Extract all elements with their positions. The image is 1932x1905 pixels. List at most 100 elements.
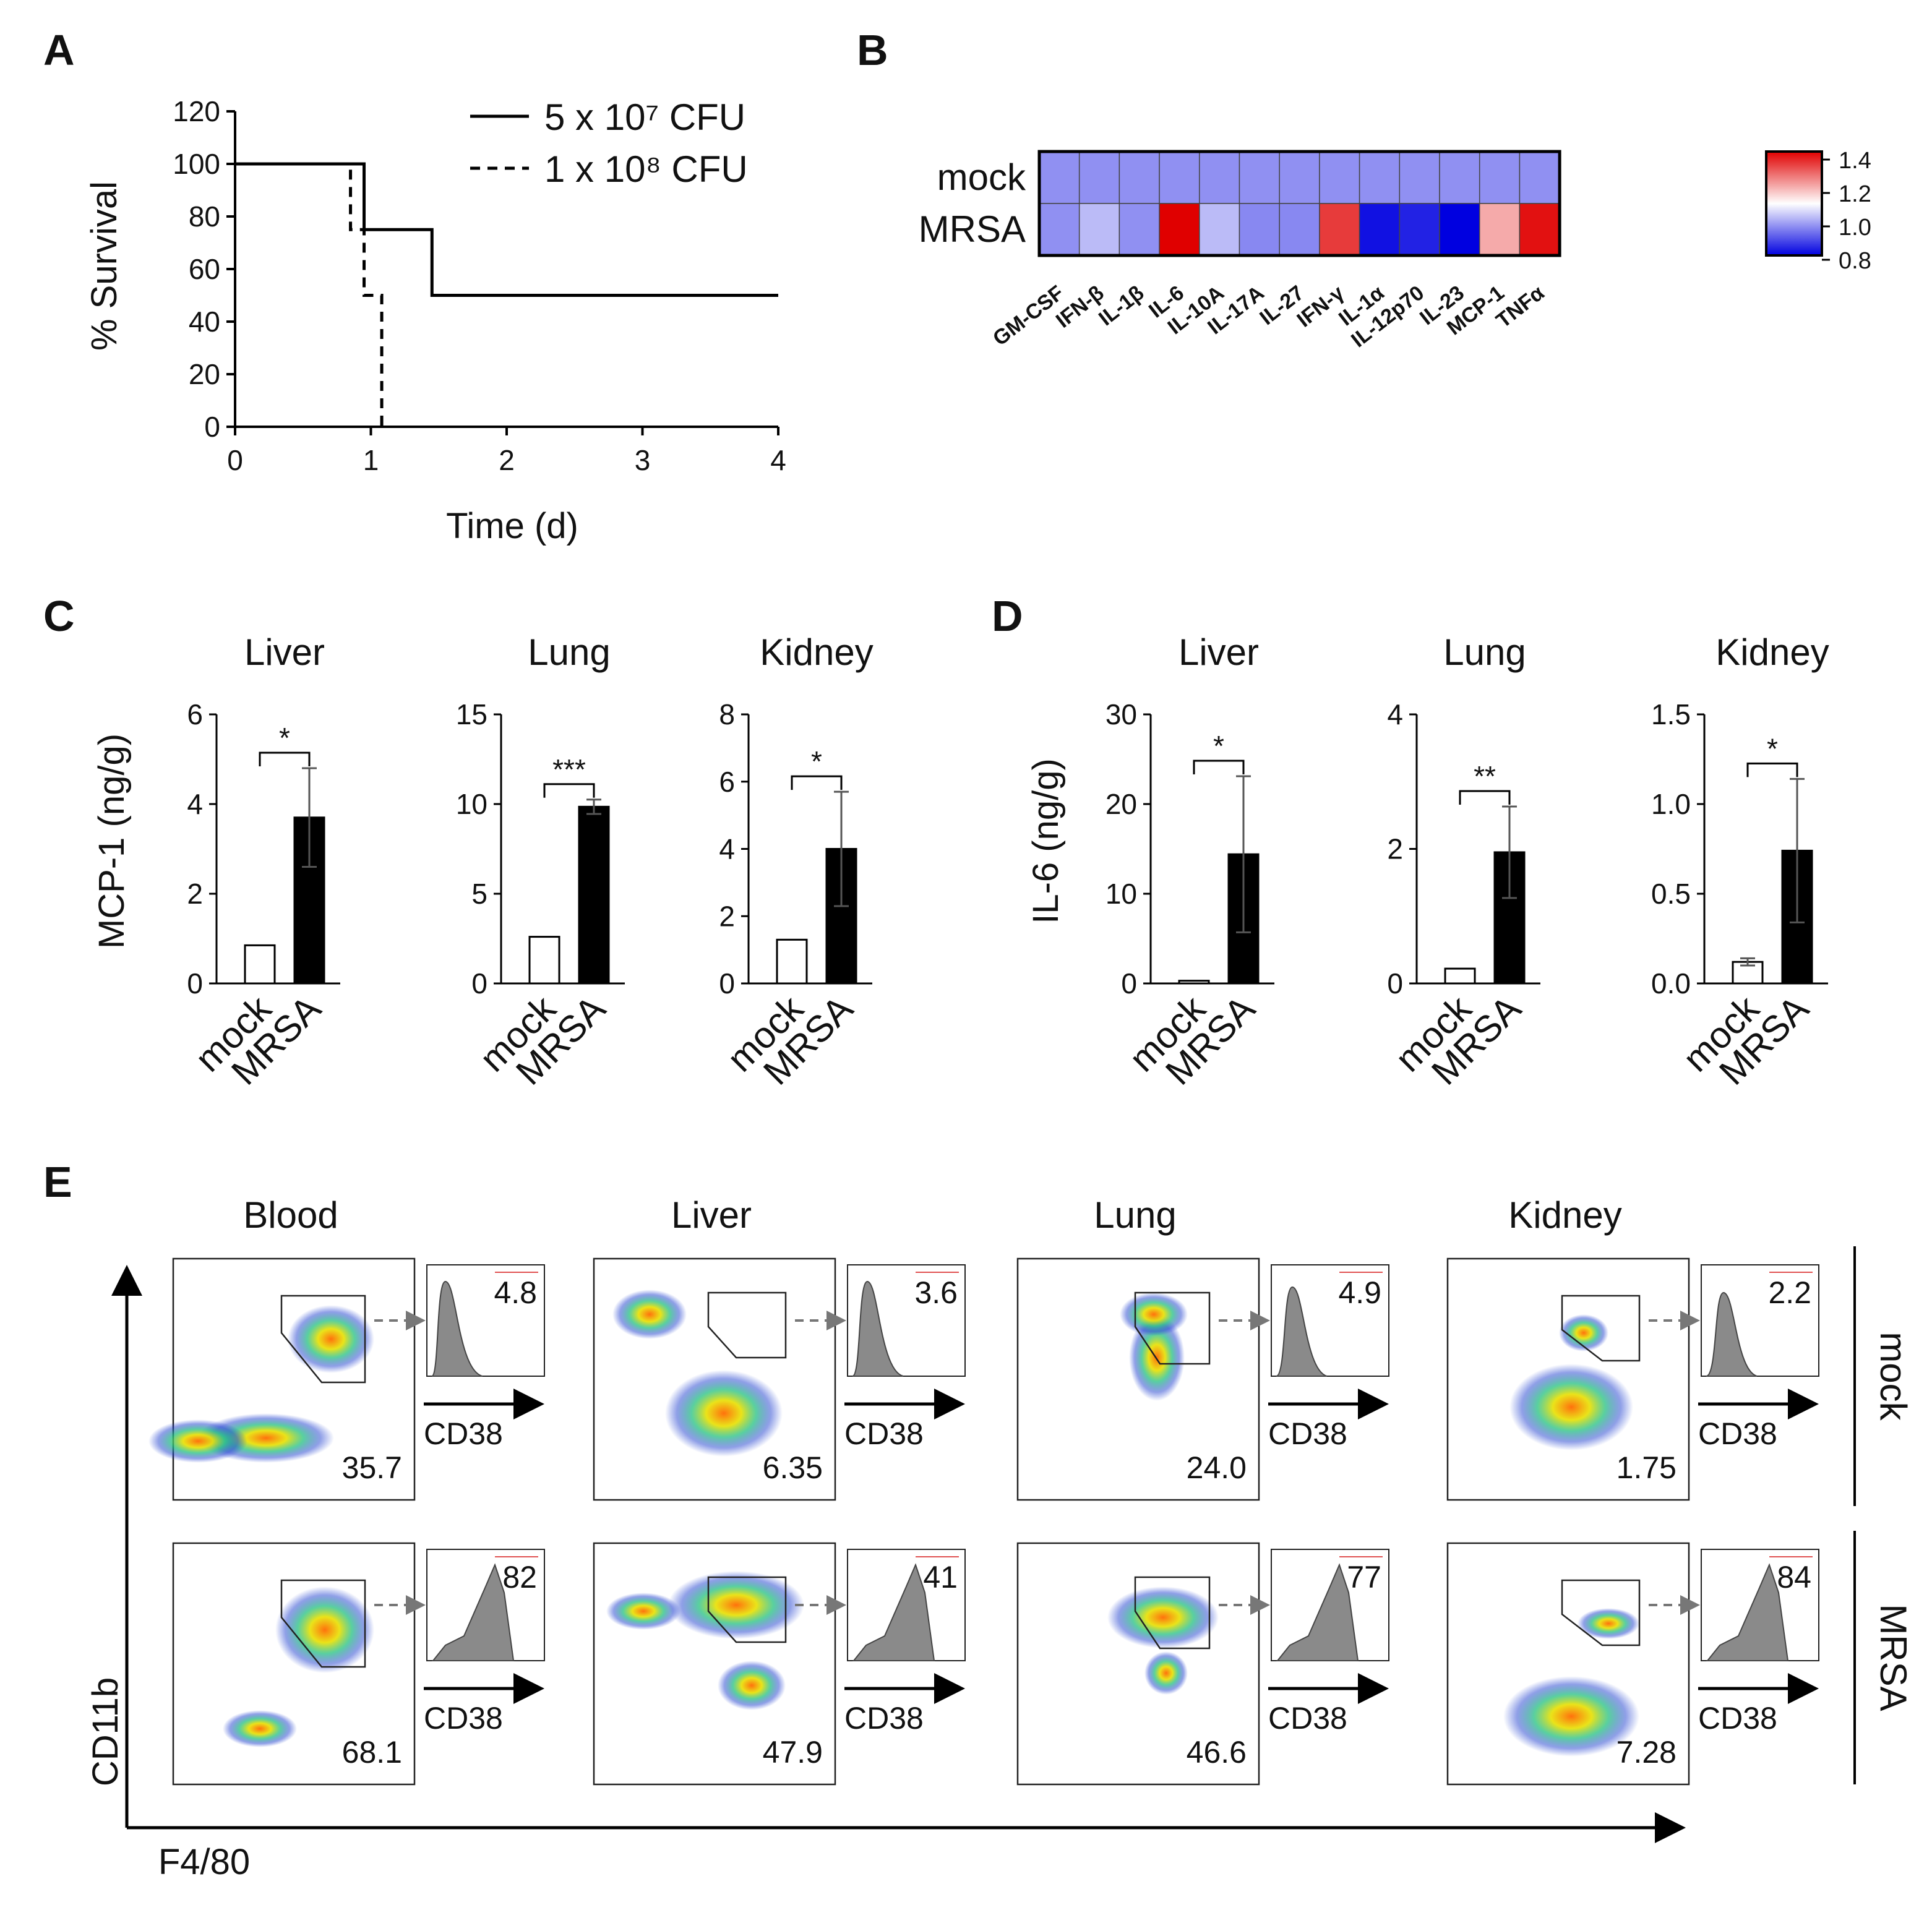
heatmap-cell bbox=[1159, 203, 1200, 256]
mcp1-bar-charts: Liver0246mockMRSA*Lung051015mockMRSA***K… bbox=[187, 631, 873, 1093]
survival-y-tick-label: 80 bbox=[189, 200, 220, 233]
il6-y-label: IL-6 (ng/g) bbox=[1026, 758, 1066, 924]
bar-chart-title: Liver bbox=[244, 631, 325, 673]
cell-density-cloud bbox=[1129, 1314, 1185, 1401]
survival-x-tick-label: 0 bbox=[227, 444, 243, 476]
survival-chart: 0 20 40 60 80 100 120 0 1 2 3 4 bbox=[173, 95, 786, 476]
heatmap-row-label: mock bbox=[937, 156, 1026, 198]
heatmap-cell bbox=[1439, 203, 1480, 256]
cd38-axis-label: CD38 bbox=[1268, 1416, 1347, 1451]
cd38-axis-label: CD38 bbox=[1268, 1701, 1347, 1736]
heatmap-cell bbox=[1359, 151, 1401, 204]
bar-y-tick-label: 0.5 bbox=[1651, 878, 1691, 910]
significance-bracket bbox=[1459, 790, 1511, 805]
colorbar-ticks: 1.4 1.2 1.0 0.8 bbox=[1822, 148, 1871, 274]
panel-a-letter: A bbox=[43, 26, 75, 74]
cd38-histogram bbox=[852, 1280, 904, 1377]
heatmap-cell bbox=[1319, 151, 1360, 204]
bar-y-tick-label: 0 bbox=[1387, 967, 1403, 1000]
survival-y-tick-label: 100 bbox=[173, 148, 220, 180]
bar-chart-title: Liver bbox=[1179, 631, 1259, 673]
cd38-histogram bbox=[1276, 1563, 1359, 1661]
survival-legend: 5 x 10⁷ CFU 1 x 10⁸ CFU bbox=[470, 96, 748, 190]
cd11b-label: CD11b bbox=[85, 1677, 126, 1786]
cd38-percentage: 2.2 bbox=[1768, 1275, 1811, 1310]
flow-cytometry-grid: Blood 35.7 4.8 CD38 68.1 82 CD38 Liver 6.35 3.6 CD… bbox=[148, 1194, 1819, 1786]
significance-stars: *** bbox=[552, 753, 586, 786]
dot-plot-frame bbox=[1016, 1542, 1260, 1786]
cell-density-cloud bbox=[1107, 1586, 1219, 1648]
flow-plot-kidney-mrsa: 7.28 84 CD38 bbox=[1446, 1542, 1819, 1786]
heatmap-cell bbox=[1078, 203, 1120, 256]
bar-y-tick-label: 4 bbox=[1387, 698, 1403, 730]
cd38-histogram bbox=[1706, 1563, 1789, 1661]
bar-y-tick-label: 20 bbox=[1106, 788, 1137, 820]
cytokine-heatmap: mockMRSAGM-CSFIFN-βIL-1βIL-6IL-10AIL-17A… bbox=[919, 150, 1561, 352]
bar-y-tick-label: 2 bbox=[1387, 833, 1403, 865]
cd38-axis-label: CD38 bbox=[844, 1416, 924, 1451]
bar-y-tick-label: 15 bbox=[456, 698, 487, 730]
macrophage-gate bbox=[1561, 1295, 1641, 1362]
macrophage-gate bbox=[280, 1579, 366, 1668]
il6-bar-charts: Liver0102030mockMRSA*Lung024mockMRSA**Ki… bbox=[1106, 631, 1829, 1093]
heatmap-cell bbox=[1239, 203, 1280, 256]
macrophage-gate bbox=[1561, 1579, 1641, 1646]
significance-stars: * bbox=[811, 745, 822, 777]
panel-a: A 0 20 40 60 80 100 120 0 1 2 3 4 Time (d) % Surviv… bbox=[43, 26, 786, 546]
cell-density-cloud bbox=[1503, 1676, 1639, 1757]
flow-plot-blood-mrsa: 68.1 82 CD38 bbox=[172, 1542, 545, 1786]
survival-x-tick-label: 4 bbox=[770, 444, 786, 476]
cd38-histogram bbox=[1706, 1291, 1758, 1377]
heatmap-cell bbox=[1319, 203, 1360, 256]
heatmap-cell bbox=[1279, 203, 1320, 256]
heatmap-cell bbox=[1519, 151, 1560, 204]
survival-x-label: Time (d) bbox=[446, 506, 578, 546]
macrophage-gate bbox=[1134, 1576, 1211, 1650]
colorbar-tick-label: 1.2 bbox=[1839, 181, 1871, 207]
cell-density-cloud bbox=[1144, 1651, 1188, 1695]
row-label-mock: mock bbox=[1873, 1332, 1914, 1421]
heatmap-column-label: IFN-β bbox=[1052, 281, 1109, 332]
significance-stars: * bbox=[1767, 732, 1778, 764]
survival-y-label: % Survival bbox=[84, 181, 124, 351]
bar-y-tick-label: 0 bbox=[1121, 967, 1137, 1000]
colorbar-tick-label: 1.4 bbox=[1839, 148, 1871, 174]
significance-bracket bbox=[1746, 762, 1798, 777]
colorbar-tick-label: 1.0 bbox=[1839, 215, 1871, 241]
row-label-mrsa: MRSA bbox=[1873, 1604, 1914, 1711]
gate-percentage: 35.7 bbox=[342, 1450, 402, 1485]
cell-density-cloud bbox=[288, 1305, 374, 1373]
bar-y-tick-label: 0.0 bbox=[1651, 967, 1691, 1000]
bar-chart-title: Lung bbox=[1443, 631, 1526, 673]
heatmap-cell bbox=[1118, 151, 1160, 204]
cell-density-cloud bbox=[148, 1419, 247, 1463]
bar-chart-title: Kidney bbox=[760, 631, 873, 673]
heatmap-column-label: TNFα bbox=[1492, 281, 1548, 333]
cd38-axis-label: CD38 bbox=[424, 1416, 503, 1451]
bar-chart-title: Lung bbox=[528, 631, 610, 673]
survival-series-2 bbox=[235, 162, 384, 427]
bar-mock bbox=[776, 938, 808, 985]
bar-y-tick-label: 6 bbox=[187, 698, 203, 730]
survival-x-tick-label: 1 bbox=[363, 444, 379, 476]
cell-density-cloud bbox=[668, 1571, 804, 1639]
heatmap-border bbox=[1037, 150, 1561, 257]
significance-stars: * bbox=[279, 722, 290, 754]
heatmap-cell bbox=[1479, 203, 1521, 256]
heatmap-cell bbox=[1399, 203, 1440, 256]
significance-bracket bbox=[791, 775, 843, 790]
heatmap-column-label: IFN-γ bbox=[1293, 281, 1349, 332]
flow-plot-lung-mrsa: 46.6 77 CD38 bbox=[1016, 1542, 1389, 1786]
bar-mock bbox=[1444, 967, 1476, 985]
panel-d-letter: D bbox=[992, 592, 1023, 640]
panel-b: B mockMRSAGM-CSFIFN-βIL-1βIL-6IL-10AIL-1… bbox=[857, 26, 1871, 352]
colorbar-tick-label: 0.8 bbox=[1839, 248, 1871, 274]
survival-y-tick-label: 40 bbox=[189, 306, 220, 338]
cd38-percentage: 82 bbox=[502, 1560, 537, 1595]
heatmap-cell bbox=[1159, 151, 1200, 204]
cell-density-cloud bbox=[612, 1290, 687, 1339]
significance-bracket bbox=[543, 783, 595, 798]
tissue-label: Kidney bbox=[1508, 1194, 1621, 1236]
cd38-percentage: 4.8 bbox=[494, 1275, 537, 1310]
gate-percentage: 47.9 bbox=[763, 1735, 823, 1770]
